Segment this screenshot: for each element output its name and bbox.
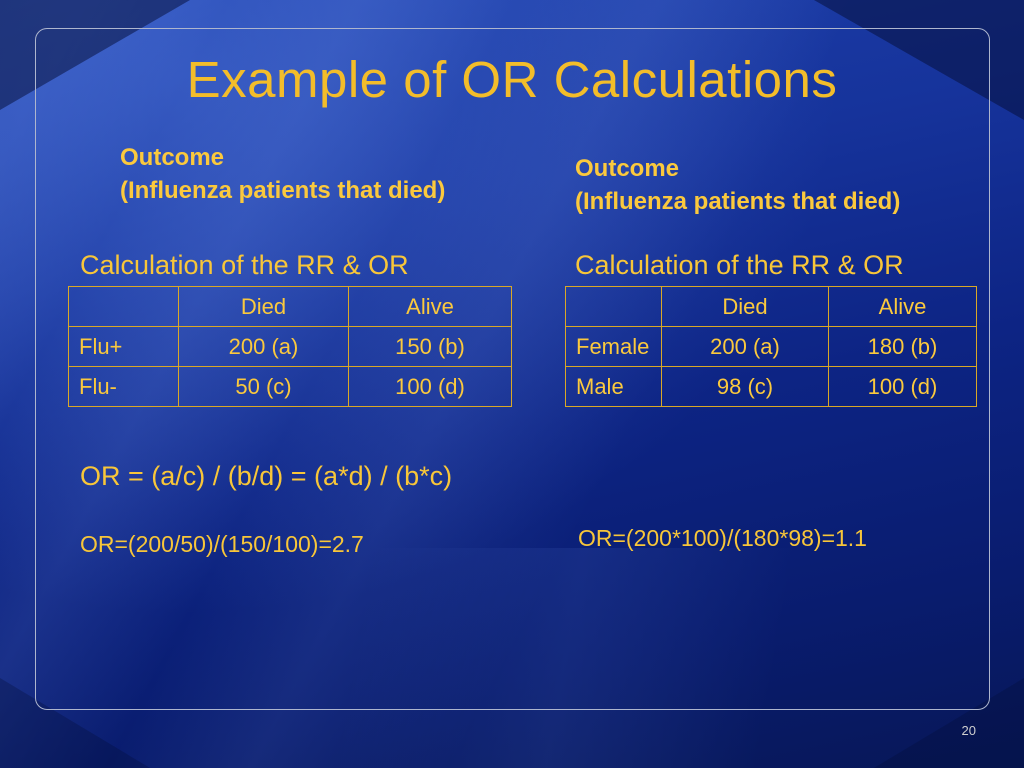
- table-header-cell: [68, 286, 179, 327]
- table-cell: 180 (b): [828, 326, 977, 367]
- table-cell: Male: [565, 366, 662, 407]
- section-heading-left: Calculation of the RR & OR: [80, 250, 409, 280]
- table-header-cell: [565, 286, 662, 327]
- table-row: Flu- 50 (c) 100 (d): [68, 366, 512, 407]
- table-cell: Flu+: [68, 326, 179, 367]
- table-cell: Female: [565, 326, 662, 367]
- section-heading-right: Calculation of the RR & OR: [575, 250, 904, 280]
- or-calculation-right: OR=(200*100)/(180*98)=1.1: [578, 525, 867, 551]
- table-cell: 100 (d): [828, 366, 977, 407]
- table-header-cell: Alive: [348, 286, 512, 327]
- table-row: Flu+ 200 (a) 150 (b): [68, 326, 512, 367]
- table-cell: 150 (b): [348, 326, 512, 367]
- or-formula: OR = (a/c) / (b/d) = (a*d) / (b*c): [80, 461, 453, 491]
- page-number: 20: [961, 723, 976, 738]
- outcome-title: Outcome: [575, 155, 680, 182]
- table-row: Female 200 (a) 180 (b): [565, 326, 977, 367]
- table-header-cell: Alive: [828, 286, 977, 327]
- table-cell: 200 (a): [178, 326, 349, 367]
- background-beam: [0, 548, 1024, 768]
- table-cell: Flu-: [68, 366, 179, 407]
- table-cell: 50 (c): [178, 366, 349, 407]
- table-header-row: Died Alive: [68, 286, 512, 327]
- outcome-title: Outcome: [120, 144, 225, 171]
- table-header-row: Died Alive: [565, 286, 977, 327]
- table-row: Male 98 (c) 100 (d): [565, 366, 977, 407]
- or-table-flu: Died Alive Flu+ 200 (a) 150 (b) Flu- 50 …: [68, 286, 512, 407]
- outcome-subtitle: (Influenza patients that died): [120, 177, 446, 204]
- outcome-label-left: Outcome (Influenza patients that died): [120, 141, 445, 207]
- or-calculation-left: OR=(200/50)/(150/100)=2.7: [80, 531, 364, 557]
- table-header-cell: Died: [178, 286, 349, 327]
- or-table-gender: Died Alive Female 200 (a) 180 (b) Male 9…: [565, 286, 977, 407]
- background-corner-bottom-left: [0, 678, 150, 768]
- table-cell: 200 (a): [661, 326, 829, 367]
- outcome-label-right: Outcome (Influenza patients that died): [575, 152, 900, 218]
- background-corner-bottom-right: [874, 678, 1024, 768]
- table-cell: 100 (d): [348, 366, 512, 407]
- table-cell: 98 (c): [661, 366, 829, 407]
- table-header-cell: Died: [661, 286, 829, 327]
- outcome-subtitle: (Influenza patients that died): [575, 188, 901, 215]
- page-title: Example of OR Calculations: [186, 51, 838, 108]
